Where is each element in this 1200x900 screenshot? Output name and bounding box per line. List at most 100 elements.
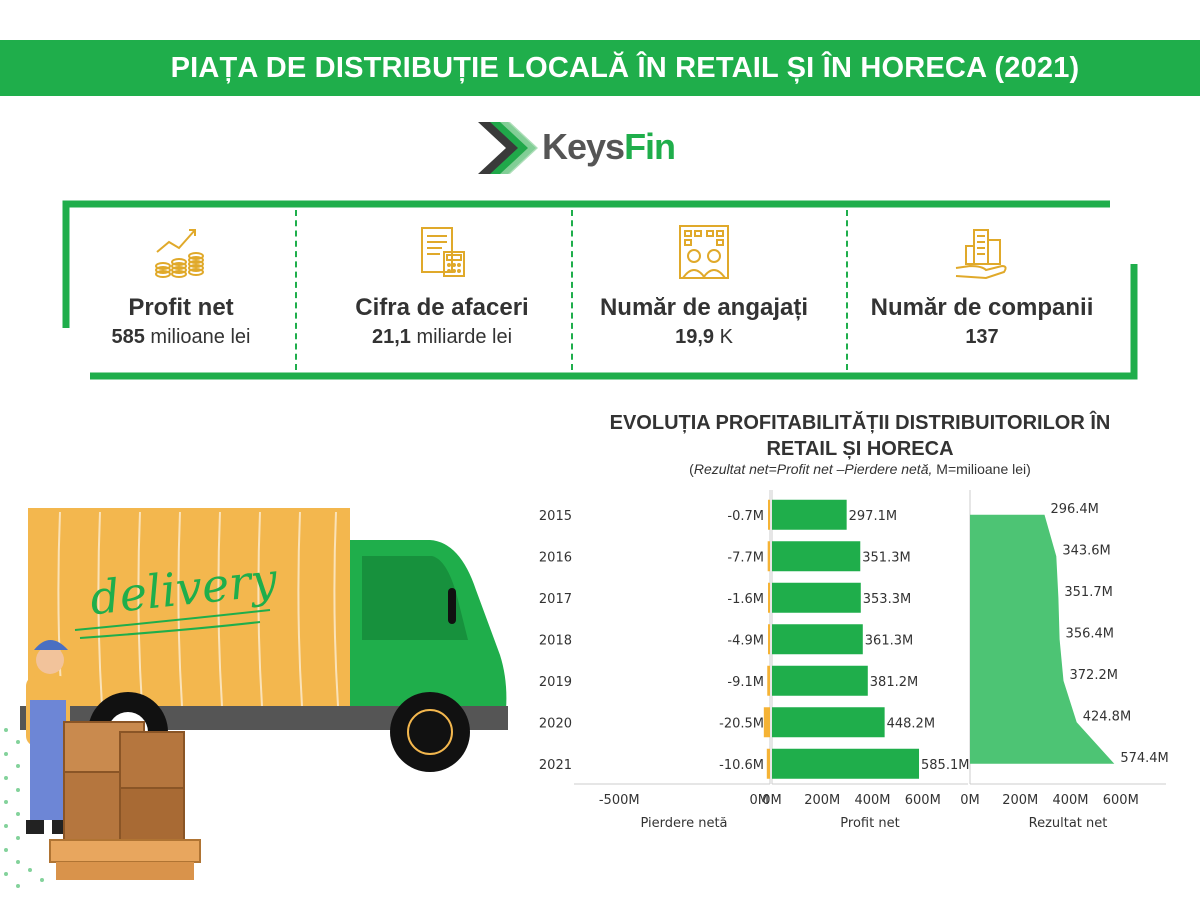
data-label: 381.2M xyxy=(870,675,918,690)
data-label: 424.8M xyxy=(1083,709,1131,724)
x-tick-label: 200M xyxy=(804,793,840,808)
data-label: -20.5M xyxy=(719,716,764,731)
data-label: 351.3M xyxy=(862,550,910,565)
data-label: -10.6M xyxy=(719,758,764,773)
stat-value-unit: milioane lei xyxy=(144,326,251,348)
stat-value: 137 xyxy=(848,326,1116,349)
x-tick-label: 0M xyxy=(762,793,782,808)
x-tick-label: 400M xyxy=(1052,793,1088,808)
x-tick-label: 200M xyxy=(1002,793,1038,808)
worker-figure xyxy=(26,640,70,834)
chart-title: EVOLUȚIA PROFITABILITĂȚII DISTRIBUITORIL… xyxy=(560,410,1160,462)
x-axis-label: Profit net xyxy=(840,816,899,831)
stat-label: Profit net xyxy=(128,294,234,321)
rising-chart-coins-icon xyxy=(155,229,204,278)
chart-subtitle-unit: M=milioane lei xyxy=(932,461,1027,477)
profit-net-bar xyxy=(772,499,847,530)
data-label: 372.2M xyxy=(1070,668,1118,683)
document-calculator-icon xyxy=(421,227,465,277)
stat-value-number: 19,9 xyxy=(675,326,715,348)
pierdere-neta-bar xyxy=(763,707,770,738)
data-label: 343.6M xyxy=(1062,543,1110,558)
dots-decoration xyxy=(4,728,44,888)
stats-divider xyxy=(295,210,297,370)
x-tick-label: 0M xyxy=(960,793,980,808)
profit-net-bar xyxy=(772,748,920,779)
truck-window xyxy=(362,556,468,640)
data-label: 351.7M xyxy=(1064,585,1112,600)
data-label: -0.7M xyxy=(727,509,764,524)
stat-value-number: 585 xyxy=(111,326,145,348)
stats-frame xyxy=(62,200,1138,380)
x-axis-label: Pierdere netă xyxy=(640,816,727,831)
truck-mirror xyxy=(448,588,456,624)
truck-wheel-hub xyxy=(407,709,453,755)
data-label: 297.1M xyxy=(849,509,897,524)
profit-net-bar xyxy=(772,582,861,613)
data-label: 353.3M xyxy=(863,592,911,607)
stats-divider xyxy=(846,210,848,370)
pierdere-neta-bar xyxy=(767,541,770,572)
x-tick-label: 400M xyxy=(854,793,890,808)
stat-profit-net: Profit net 585 milioane lei xyxy=(47,218,315,368)
pierdere-neta-bar xyxy=(767,665,770,696)
stat-cifra-afaceri: Cifra de afaceri 21,1 miliarde lei xyxy=(308,218,576,368)
stats-panel: Profit net 585 milioane lei Cifra de afa… xyxy=(62,200,1140,382)
data-label: -4.9M xyxy=(727,633,764,648)
profit-net-bar xyxy=(772,707,885,738)
title-banner: PIAȚA DE DISTRIBUȚIE LOCALĂ ÎN RETAIL ȘI… xyxy=(0,40,1200,96)
delivery-truck-illustration: delivery xyxy=(4,508,508,888)
y-tick-label: 2017 xyxy=(539,592,572,607)
speed-lines xyxy=(74,609,271,639)
profitability-chart: 2015 2016 2017 2018 2019 2020 2021 -500M 0M Pierd… xyxy=(539,490,1169,831)
stat-value: 19,9 K xyxy=(570,326,838,349)
x-tick-label: 0M xyxy=(750,793,770,808)
pierdere-neta-bar xyxy=(768,582,770,613)
stat-value-unit: K xyxy=(714,326,733,348)
data-label: 296.4M xyxy=(1050,502,1098,517)
logo-text: KeysFin xyxy=(542,126,676,168)
stat-value-number: 137 xyxy=(965,326,999,348)
data-label: 361.3M xyxy=(865,633,913,648)
employees-building-icon xyxy=(679,225,729,279)
data-label: 585.1M xyxy=(921,758,969,773)
chart-title-line2: RETAIL ȘI HORECA xyxy=(766,438,954,460)
data-label: -1.6M xyxy=(727,592,764,607)
y-tick-label: 2015 xyxy=(539,509,572,524)
chart-subtitle: (Rezultat net=Profit net –Pierdere netă,… xyxy=(689,461,1031,477)
y-tick-label: 2018 xyxy=(539,633,572,648)
data-label: 574.4M xyxy=(1120,751,1168,766)
data-label: -7.7M xyxy=(727,550,764,565)
x-tick-label: 600M xyxy=(905,793,941,808)
chart-subtitle-formula: Rezultat net=Profit net –Pierdere netă, xyxy=(693,461,933,477)
data-label: -9.1M xyxy=(727,675,764,690)
logo-fin: Fin xyxy=(624,126,676,167)
pierdere-neta-bar xyxy=(768,499,770,530)
stat-label: Număr de companii xyxy=(870,294,1094,321)
stat-value-unit: miliarde lei xyxy=(410,326,513,348)
page-title: PIAȚA DE DISTRIBUȚIE LOCALĂ ÎN RETAIL ȘI… xyxy=(170,52,1080,84)
x-tick-label: 600M xyxy=(1103,793,1139,808)
pierdere-neta-bar xyxy=(766,748,770,779)
chart-title-line1: EVOLUȚIA PROFITABILITĂȚII DISTRIBUITORIL… xyxy=(609,412,1111,434)
logo-keys: Keys xyxy=(542,126,625,167)
y-tick-label: 2021 xyxy=(539,758,572,773)
stat-label: Cifra de afaceri xyxy=(355,294,529,321)
y-tick-label: 2019 xyxy=(539,675,572,690)
keysfin-chevron-icon xyxy=(478,122,538,174)
profit-net-bar xyxy=(772,624,863,655)
stat-numar-companii: Număr de companii 137 xyxy=(848,218,1116,368)
stat-value: 585 milioane lei xyxy=(47,326,315,349)
rezultat-net-area xyxy=(970,514,1115,764)
x-tick-label: -500M xyxy=(599,793,640,808)
pierdere-neta-bar xyxy=(768,624,770,655)
keysfin-logo: KeysFin xyxy=(476,118,676,178)
x-axis-label: Rezultat net xyxy=(1029,816,1108,831)
y-tick-label: 2016 xyxy=(539,550,572,565)
y-tick-label: 2020 xyxy=(539,716,572,731)
stat-label: Număr de angajați xyxy=(599,294,809,321)
stat-numar-angajati: Număr de angajați 19,9 K xyxy=(570,218,838,368)
cargo-boxes xyxy=(49,721,201,880)
stat-value: 21,1 miliarde lei xyxy=(308,326,576,349)
profit-net-bar xyxy=(772,541,861,572)
